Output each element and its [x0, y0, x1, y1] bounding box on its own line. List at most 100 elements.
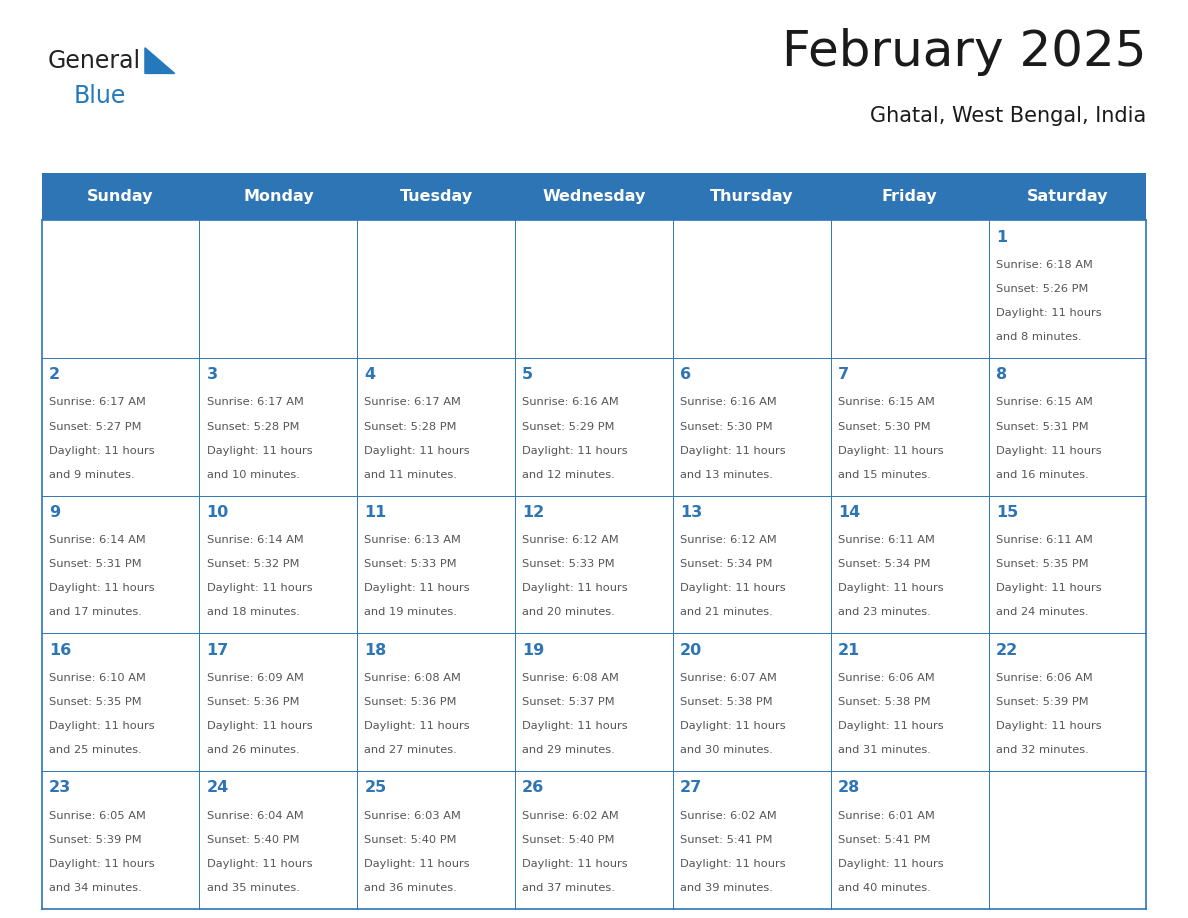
Text: 19: 19 — [523, 643, 544, 657]
Text: Sunrise: 6:08 AM: Sunrise: 6:08 AM — [523, 673, 619, 683]
Text: Daylight: 11 hours: Daylight: 11 hours — [838, 722, 943, 731]
Text: General: General — [48, 50, 140, 73]
Text: Sunrise: 6:14 AM: Sunrise: 6:14 AM — [49, 535, 145, 545]
Text: 14: 14 — [838, 505, 860, 520]
Text: 18: 18 — [365, 643, 386, 657]
Text: Sunrise: 6:11 AM: Sunrise: 6:11 AM — [996, 535, 1093, 545]
Text: Sunrise: 6:12 AM: Sunrise: 6:12 AM — [680, 535, 777, 545]
Text: 28: 28 — [838, 780, 860, 795]
Text: Sunset: 5:31 PM: Sunset: 5:31 PM — [996, 421, 1088, 431]
Text: 2: 2 — [49, 367, 59, 382]
Text: Daylight: 11 hours: Daylight: 11 hours — [996, 308, 1101, 318]
Text: and 35 minutes.: and 35 minutes. — [207, 883, 299, 893]
Text: and 19 minutes.: and 19 minutes. — [365, 608, 457, 618]
Text: 24: 24 — [207, 780, 229, 795]
Text: Blue: Blue — [74, 84, 126, 108]
Text: and 31 minutes.: and 31 minutes. — [838, 745, 930, 756]
Text: and 23 minutes.: and 23 minutes. — [838, 608, 930, 618]
Text: February 2025: February 2025 — [782, 28, 1146, 75]
Text: and 29 minutes.: and 29 minutes. — [523, 745, 615, 756]
Text: 12: 12 — [523, 505, 544, 520]
Text: Sunset: 5:39 PM: Sunset: 5:39 PM — [996, 697, 1088, 707]
Text: and 40 minutes.: and 40 minutes. — [838, 883, 930, 893]
Text: and 8 minutes.: and 8 minutes. — [996, 332, 1081, 342]
Text: Daylight: 11 hours: Daylight: 11 hours — [996, 722, 1101, 731]
Text: Sunset: 5:30 PM: Sunset: 5:30 PM — [838, 421, 930, 431]
Text: Sunrise: 6:17 AM: Sunrise: 6:17 AM — [207, 397, 303, 408]
Text: Tuesday: Tuesday — [399, 189, 473, 204]
Text: 16: 16 — [49, 643, 71, 657]
Text: Sunset: 5:27 PM: Sunset: 5:27 PM — [49, 421, 141, 431]
Text: Sunset: 5:40 PM: Sunset: 5:40 PM — [207, 834, 299, 845]
Text: and 24 minutes.: and 24 minutes. — [996, 608, 1088, 618]
Text: and 36 minutes.: and 36 minutes. — [365, 883, 457, 893]
Text: Sunset: 5:34 PM: Sunset: 5:34 PM — [838, 559, 930, 569]
Text: Sunday: Sunday — [87, 189, 153, 204]
Text: Sunset: 5:36 PM: Sunset: 5:36 PM — [207, 697, 299, 707]
Text: Sunset: 5:33 PM: Sunset: 5:33 PM — [523, 559, 615, 569]
Text: Daylight: 11 hours: Daylight: 11 hours — [207, 859, 312, 868]
Text: Daylight: 11 hours: Daylight: 11 hours — [49, 859, 154, 868]
Text: Daylight: 11 hours: Daylight: 11 hours — [207, 722, 312, 731]
Text: and 32 minutes.: and 32 minutes. — [996, 745, 1088, 756]
Text: Daylight: 11 hours: Daylight: 11 hours — [680, 722, 785, 731]
Text: Daylight: 11 hours: Daylight: 11 hours — [523, 722, 627, 731]
Text: 26: 26 — [523, 780, 544, 795]
Text: Daylight: 11 hours: Daylight: 11 hours — [523, 859, 627, 868]
Text: Sunrise: 6:17 AM: Sunrise: 6:17 AM — [49, 397, 146, 408]
Text: Sunrise: 6:18 AM: Sunrise: 6:18 AM — [996, 260, 1093, 270]
Text: and 17 minutes.: and 17 minutes. — [49, 608, 141, 618]
Text: Sunset: 5:30 PM: Sunset: 5:30 PM — [680, 421, 772, 431]
Text: Friday: Friday — [881, 189, 937, 204]
Polygon shape — [145, 48, 175, 73]
Text: Ghatal, West Bengal, India: Ghatal, West Bengal, India — [870, 106, 1146, 126]
Text: Sunset: 5:39 PM: Sunset: 5:39 PM — [49, 834, 141, 845]
Text: Sunrise: 6:07 AM: Sunrise: 6:07 AM — [680, 673, 777, 683]
Text: Daylight: 11 hours: Daylight: 11 hours — [680, 446, 785, 455]
Text: 27: 27 — [680, 780, 702, 795]
Text: Sunset: 5:28 PM: Sunset: 5:28 PM — [365, 421, 457, 431]
Text: and 26 minutes.: and 26 minutes. — [207, 745, 299, 756]
Text: Daylight: 11 hours: Daylight: 11 hours — [680, 859, 785, 868]
Text: Sunrise: 6:14 AM: Sunrise: 6:14 AM — [207, 535, 303, 545]
Text: and 9 minutes.: and 9 minutes. — [49, 470, 134, 480]
Bar — [42, 173, 1146, 220]
Text: Sunset: 5:35 PM: Sunset: 5:35 PM — [996, 559, 1088, 569]
Text: 1: 1 — [996, 230, 1007, 244]
Text: Sunset: 5:41 PM: Sunset: 5:41 PM — [680, 834, 772, 845]
Text: Sunrise: 6:17 AM: Sunrise: 6:17 AM — [365, 397, 461, 408]
Text: Sunset: 5:33 PM: Sunset: 5:33 PM — [365, 559, 457, 569]
Text: Sunrise: 6:02 AM: Sunrise: 6:02 AM — [523, 811, 619, 821]
Text: 5: 5 — [523, 367, 533, 382]
Text: Daylight: 11 hours: Daylight: 11 hours — [996, 446, 1101, 455]
Text: and 15 minutes.: and 15 minutes. — [838, 470, 930, 480]
Text: Thursday: Thursday — [710, 189, 794, 204]
Text: Sunrise: 6:13 AM: Sunrise: 6:13 AM — [365, 535, 461, 545]
Text: Sunset: 5:31 PM: Sunset: 5:31 PM — [49, 559, 141, 569]
Text: Sunrise: 6:16 AM: Sunrise: 6:16 AM — [680, 397, 777, 408]
Text: Daylight: 11 hours: Daylight: 11 hours — [365, 446, 470, 455]
Text: Daylight: 11 hours: Daylight: 11 hours — [523, 584, 627, 593]
Text: 23: 23 — [49, 780, 71, 795]
Text: 15: 15 — [996, 505, 1018, 520]
Text: Daylight: 11 hours: Daylight: 11 hours — [207, 446, 312, 455]
Text: 9: 9 — [49, 505, 59, 520]
Text: Monday: Monday — [244, 189, 314, 204]
Text: Sunrise: 6:12 AM: Sunrise: 6:12 AM — [523, 535, 619, 545]
Text: Saturday: Saturday — [1026, 189, 1108, 204]
Text: Sunrise: 6:06 AM: Sunrise: 6:06 AM — [838, 673, 935, 683]
Text: Sunset: 5:40 PM: Sunset: 5:40 PM — [523, 834, 614, 845]
Text: 3: 3 — [207, 367, 217, 382]
Text: and 37 minutes.: and 37 minutes. — [523, 883, 615, 893]
Text: 21: 21 — [838, 643, 860, 657]
Text: Sunset: 5:32 PM: Sunset: 5:32 PM — [207, 559, 299, 569]
Text: Sunrise: 6:02 AM: Sunrise: 6:02 AM — [680, 811, 777, 821]
Text: and 12 minutes.: and 12 minutes. — [523, 470, 615, 480]
Text: Sunrise: 6:01 AM: Sunrise: 6:01 AM — [838, 811, 935, 821]
Text: Daylight: 11 hours: Daylight: 11 hours — [680, 584, 785, 593]
Text: Daylight: 11 hours: Daylight: 11 hours — [49, 584, 154, 593]
Text: Sunset: 5:29 PM: Sunset: 5:29 PM — [523, 421, 614, 431]
Text: Daylight: 11 hours: Daylight: 11 hours — [365, 859, 470, 868]
Text: and 18 minutes.: and 18 minutes. — [207, 608, 299, 618]
Text: Daylight: 11 hours: Daylight: 11 hours — [523, 446, 627, 455]
